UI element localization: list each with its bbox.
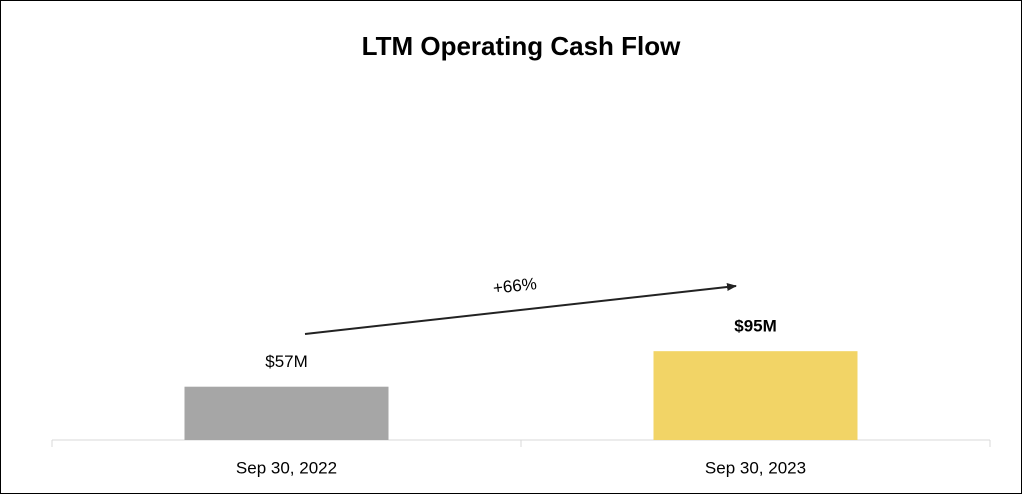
growth-arrow bbox=[304, 283, 737, 335]
value-label: $95M bbox=[734, 317, 777, 336]
bar bbox=[653, 351, 858, 440]
x-tick-label: Sep 30, 2023 bbox=[705, 458, 806, 477]
x-tick-label: Sep 30, 2022 bbox=[236, 458, 337, 477]
bar bbox=[184, 386, 389, 440]
value-label: $57M bbox=[265, 352, 308, 371]
growth-annotation: +66% bbox=[492, 274, 538, 298]
chart-title: LTM Operating Cash Flow bbox=[362, 31, 682, 61]
